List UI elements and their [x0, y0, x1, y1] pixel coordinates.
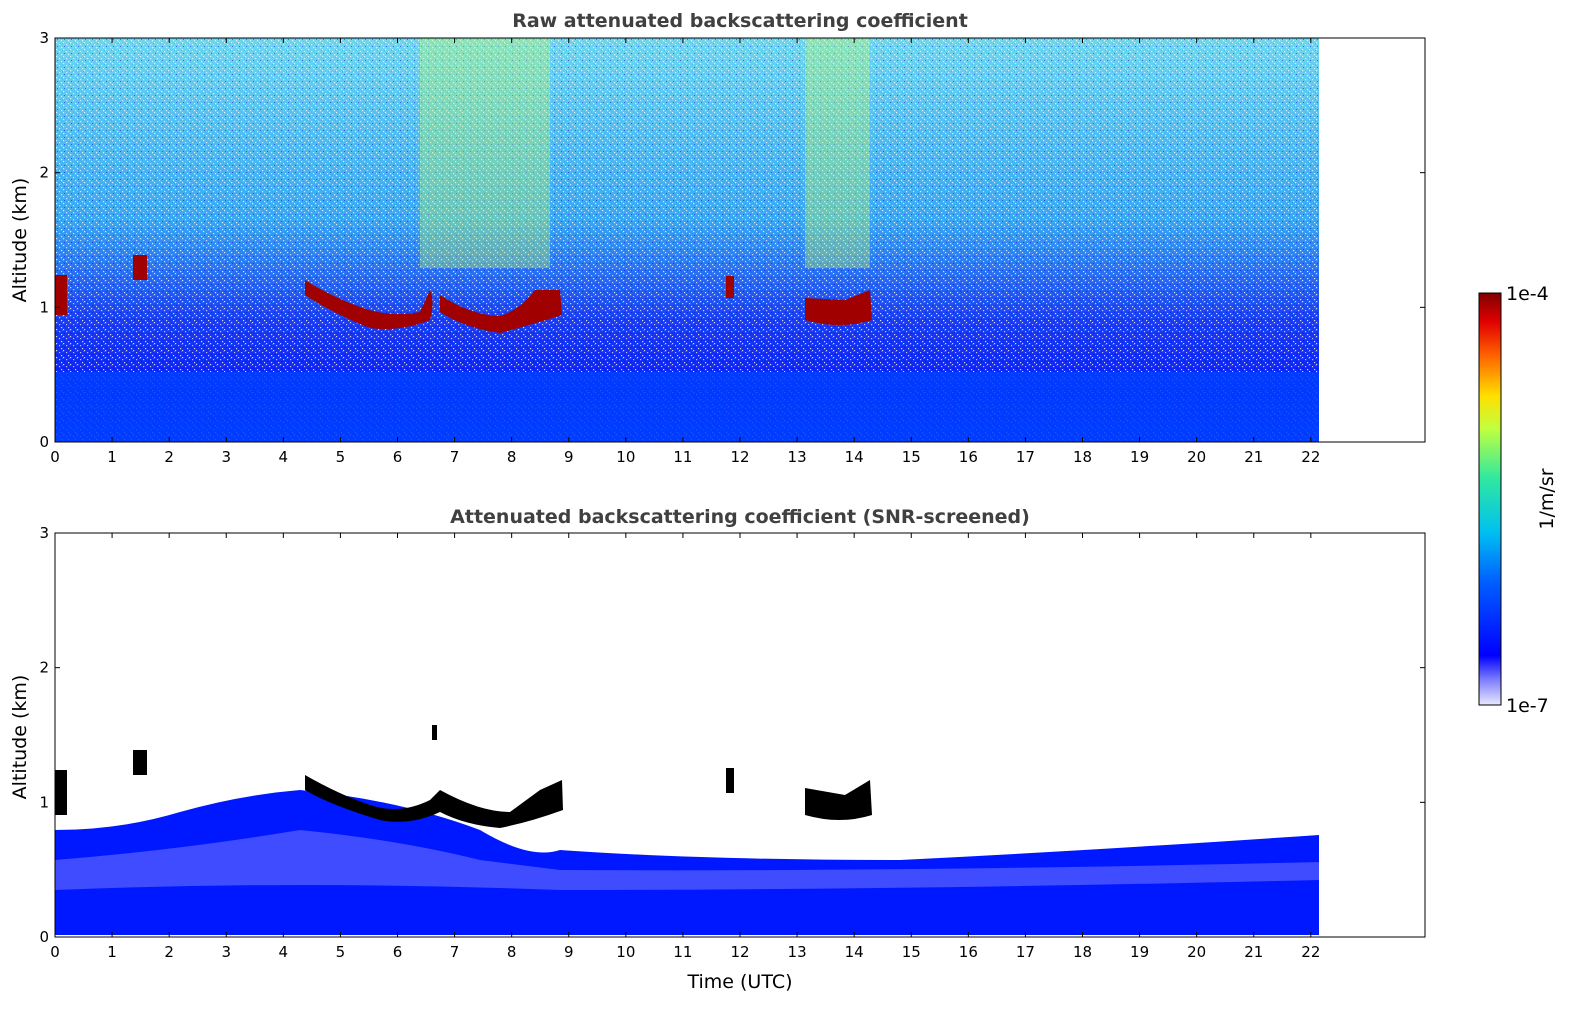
x-tick-label: 14 — [845, 943, 864, 961]
raw-y-axis-label: Altitude (km) — [9, 178, 31, 303]
x-tick-label: 3 — [221, 943, 231, 961]
x-tick-label: 6 — [393, 943, 403, 961]
x-tick-label: 2 — [164, 943, 174, 961]
x-tick-label: 17 — [1016, 448, 1035, 466]
x-axis-label: Time (UTC) — [686, 971, 792, 993]
x-tick-label: 19 — [1130, 943, 1149, 961]
colorbar: 1e-4 1e-7 1/m/sr — [1478, 283, 1558, 717]
x-tick-label: 4 — [279, 943, 289, 961]
x-tick-label: 14 — [845, 448, 864, 466]
x-tick-label: 7 — [450, 943, 460, 961]
x-tick-label: 11 — [673, 448, 692, 466]
screened-boundary-fade — [55, 830, 1319, 890]
x-tick-label: 1 — [107, 448, 117, 466]
screened-cloud-layer-2 — [805, 780, 872, 820]
screened-x-ticks: 0 1 2 3 4 5 6 7 8 9 10 11 12 13 14 15 16 17 18 19 20 21 22 — [50, 533, 1320, 961]
raw-cloud-patch-2 — [133, 255, 147, 280]
x-tick-label: 10 — [616, 943, 635, 961]
screened-panel-title: Attenuated backscattering coefficient (S… — [450, 506, 1030, 528]
raw-heatmap — [55, 38, 1425, 442]
colorbar-min-label: 1e-7 — [1506, 695, 1549, 717]
x-tick-label: 12 — [730, 448, 749, 466]
y-tick-label: 2 — [39, 659, 49, 677]
raw-x-ticks: 0 1 2 3 4 5 6 7 8 9 10 11 12 13 14 15 16 17 18 19 20 21 22 — [50, 38, 1320, 466]
x-tick-label: 19 — [1130, 448, 1149, 466]
screened-cloud-patch-1 — [55, 770, 67, 815]
x-tick-label: 0 — [50, 943, 60, 961]
x-tick-label: 5 — [336, 448, 346, 466]
raw-boundary-layer — [55, 372, 1319, 442]
x-tick-label: 9 — [564, 448, 574, 466]
x-tick-label: 20 — [1187, 448, 1206, 466]
x-tick-label: 5 — [336, 943, 346, 961]
screened-cloud-patch-3 — [726, 768, 734, 793]
y-tick-label: 0 — [39, 928, 49, 946]
x-tick-label: 3 — [221, 448, 231, 466]
raw-plume-7h — [420, 38, 550, 268]
x-tick-label: 11 — [673, 943, 692, 961]
x-tick-label: 2 — [164, 448, 174, 466]
raw-y-ticks: 0 1 2 3 — [39, 29, 1425, 451]
x-tick-label: 18 — [1073, 943, 1092, 961]
screened-boundary-layer — [55, 790, 1319, 935]
x-tick-label: 0 — [50, 448, 60, 466]
y-tick-label: 3 — [39, 524, 49, 542]
screened-y-axis-label: Altitude (km) — [9, 675, 31, 800]
x-tick-label: 6 — [393, 448, 403, 466]
raw-cloud-layer-2 — [440, 290, 562, 333]
x-tick-label: 22 — [1301, 943, 1320, 961]
colorbar-unit-label: 1/m/sr — [1536, 468, 1558, 529]
panel-screened: Attenuated backscattering coefficient (S… — [9, 506, 1426, 993]
x-tick-label: 17 — [1016, 943, 1035, 961]
x-tick-label: 8 — [507, 943, 517, 961]
x-tick-label: 20 — [1187, 943, 1206, 961]
x-tick-label: 21 — [1244, 943, 1263, 961]
y-tick-label: 0 — [39, 433, 49, 451]
colorbar-max-label: 1e-4 — [1506, 283, 1549, 305]
x-tick-label: 21 — [1244, 448, 1263, 466]
raw-data-gap — [1319, 38, 1425, 442]
x-tick-label: 16 — [959, 448, 978, 466]
x-tick-label: 15 — [902, 448, 921, 466]
x-tick-label: 4 — [279, 448, 289, 466]
raw-cloud-patch-1 — [55, 275, 67, 315]
x-tick-label: 16 — [959, 943, 978, 961]
raw-panel-title: Raw attenuated backscattering coefficien… — [512, 10, 968, 32]
x-tick-label: 22 — [1301, 448, 1320, 466]
x-tick-label: 18 — [1073, 448, 1092, 466]
y-tick-label: 1 — [39, 298, 49, 316]
x-tick-label: 10 — [616, 448, 635, 466]
x-tick-label: 9 — [564, 943, 574, 961]
x-tick-label: 7 — [450, 448, 460, 466]
y-tick-label: 1 — [39, 793, 49, 811]
y-tick-label: 3 — [39, 29, 49, 47]
panel-raw: Raw attenuated backscattering coefficien… — [9, 10, 1426, 466]
x-tick-label: 13 — [788, 448, 807, 466]
screened-cloud-layer-1 — [305, 775, 563, 828]
colorbar-frame — [1478, 292, 1502, 706]
colorbar-fill — [1479, 293, 1501, 705]
raw-cloud-layer-1 — [305, 280, 433, 329]
y-tick-label: 2 — [39, 164, 49, 182]
raw-cloud-patch-3 — [726, 276, 734, 298]
screened-cloud-patch-2 — [133, 750, 147, 775]
screened-y-ticks: 0 1 2 3 — [39, 524, 1425, 946]
raw-cloud-layer-3 — [805, 290, 872, 325]
x-tick-label: 8 — [507, 448, 517, 466]
screened-heatmap — [55, 725, 1319, 935]
raw-plume-13h — [805, 38, 870, 268]
x-tick-label: 15 — [902, 943, 921, 961]
x-tick-label: 1 — [107, 943, 117, 961]
x-tick-label: 12 — [730, 943, 749, 961]
x-tick-label: 13 — [788, 943, 807, 961]
screened-cloud-patch-4 — [432, 725, 437, 740]
